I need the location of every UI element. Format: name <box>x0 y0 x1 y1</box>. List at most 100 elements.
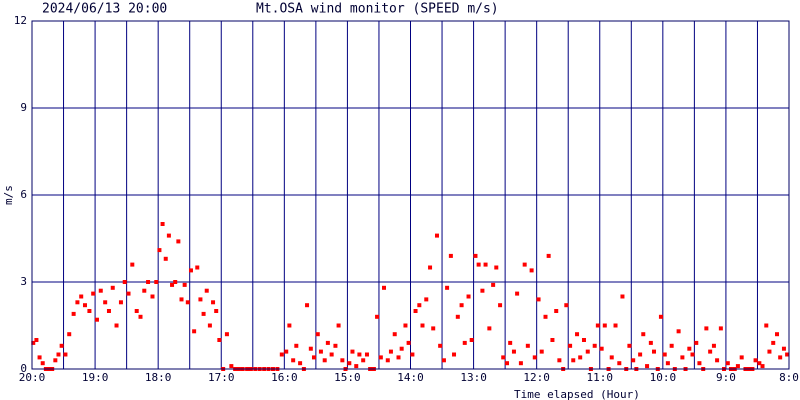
y-tick-label: 9 <box>20 101 27 114</box>
point <box>483 262 488 267</box>
grid <box>31 20 790 370</box>
x-tick-label: 8:0 <box>779 371 799 384</box>
point <box>67 332 72 337</box>
x-tick-label: 9:0 <box>716 371 736 384</box>
point <box>130 262 135 267</box>
chart-subtitle: Mt.OSA wind monitor (SPEED m/s) <box>256 2 499 17</box>
point <box>354 364 359 369</box>
point <box>501 355 506 360</box>
point <box>224 332 229 337</box>
point <box>476 262 481 267</box>
point <box>305 303 310 308</box>
point <box>617 361 622 366</box>
point <box>564 303 569 308</box>
point <box>154 280 159 284</box>
y-axis-label: m/s <box>2 185 15 205</box>
point <box>767 349 772 354</box>
point <box>518 361 523 366</box>
point <box>308 346 313 351</box>
point <box>529 268 534 273</box>
point <box>406 340 411 345</box>
point <box>515 291 520 296</box>
point <box>204 288 209 293</box>
point <box>166 233 171 238</box>
point <box>340 358 345 363</box>
chart-title: 2024/06/13 20:00 <box>42 2 167 17</box>
y-tick-label: 6 <box>20 188 27 201</box>
point <box>333 343 338 348</box>
point <box>652 349 657 354</box>
point <box>641 332 646 337</box>
point <box>511 349 516 354</box>
x-tick-label: 16:0 <box>271 371 298 384</box>
point <box>441 358 446 363</box>
point <box>385 358 390 363</box>
point <box>173 280 178 284</box>
x-tick-label: 20:0 <box>19 371 46 384</box>
point <box>118 300 123 305</box>
point <box>676 329 681 334</box>
point <box>658 314 663 319</box>
point <box>771 340 776 345</box>
point <box>98 288 103 293</box>
point <box>396 355 401 360</box>
point <box>662 352 667 357</box>
point <box>613 323 618 328</box>
x-tick-label: 18:0 <box>145 371 172 384</box>
point <box>505 361 510 366</box>
point <box>315 332 320 337</box>
point <box>284 349 289 354</box>
point <box>645 364 650 369</box>
point <box>138 314 143 319</box>
point <box>361 358 366 363</box>
point <box>487 326 492 331</box>
point <box>631 358 636 363</box>
x-tick-label: 15:0 <box>334 371 361 384</box>
point <box>417 303 422 308</box>
point <box>59 343 64 348</box>
point <box>571 358 576 363</box>
x-tick-label: 14:0 <box>397 371 424 384</box>
point <box>318 349 323 354</box>
x-tick-label: 17:0 <box>208 371 235 384</box>
point <box>539 349 544 354</box>
point <box>448 253 453 258</box>
point <box>665 361 670 366</box>
point <box>79 294 84 299</box>
point <box>31 340 36 345</box>
point <box>438 343 443 348</box>
point <box>609 355 614 360</box>
point <box>494 265 499 270</box>
point <box>229 364 234 369</box>
point <box>592 343 597 348</box>
point <box>757 361 762 366</box>
point <box>469 338 474 342</box>
point <box>403 323 408 328</box>
point <box>775 332 780 337</box>
point <box>595 323 600 328</box>
point <box>182 282 187 287</box>
point <box>599 346 604 351</box>
point <box>56 352 61 357</box>
point <box>82 303 87 308</box>
point <box>568 343 573 348</box>
point <box>329 352 334 357</box>
point <box>445 285 450 290</box>
point <box>550 338 555 342</box>
point <box>781 346 786 351</box>
point <box>294 343 299 348</box>
point <box>522 262 527 267</box>
point <box>428 265 433 270</box>
point <box>75 300 80 305</box>
plot-frame <box>31 20 790 370</box>
point <box>735 364 740 369</box>
point <box>176 239 181 244</box>
point <box>40 361 45 366</box>
point <box>718 326 723 331</box>
point <box>388 349 393 354</box>
point <box>697 361 702 366</box>
point <box>764 323 769 328</box>
point <box>760 364 765 369</box>
point <box>508 340 513 345</box>
